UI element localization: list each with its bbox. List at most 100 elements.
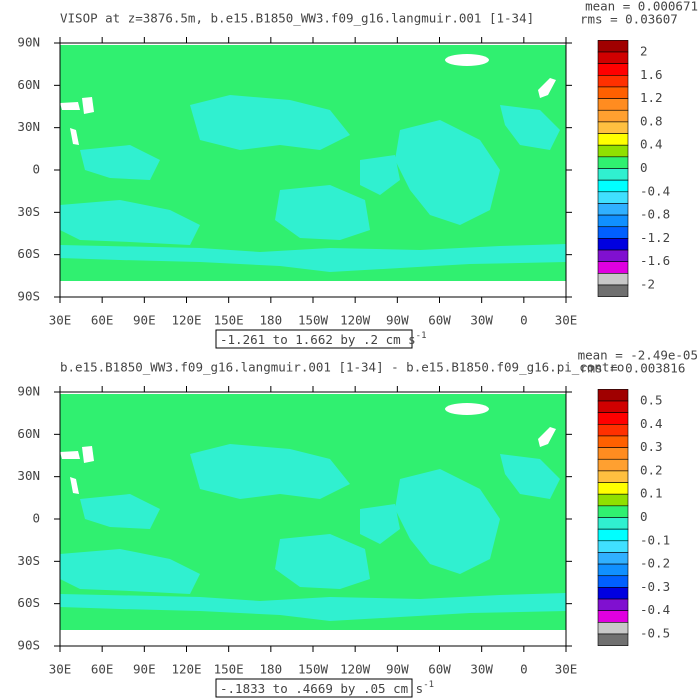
range-frame — [215, 329, 413, 349]
colorbar-box — [597, 552, 629, 565]
colorbar-box — [597, 273, 629, 286]
lon-label: 0 — [520, 313, 528, 328]
lat-label: 60N — [17, 77, 40, 92]
colorbar-label: -0.4 — [640, 602, 670, 617]
colorbar-box — [597, 622, 629, 635]
colorbar-label: 1.6 — [640, 67, 663, 82]
colorbar-box — [597, 517, 629, 530]
colorbar-box — [597, 470, 629, 483]
range-frame — [215, 678, 413, 698]
rms-label: rms = 0.03607 — [580, 12, 678, 27]
lon-label: 0 — [520, 662, 528, 677]
colorbar-box — [597, 400, 629, 413]
colorbar-box — [597, 412, 629, 425]
colorbar-box — [597, 575, 629, 588]
lon-label: 60E — [91, 662, 114, 677]
lon-label: 150W — [298, 662, 329, 677]
lon-label: 90E — [133, 662, 156, 677]
colorbar-label: 0.5 — [640, 393, 663, 408]
lat-label: 90S — [17, 289, 40, 304]
colorbar-box — [597, 528, 629, 542]
colorbar-box — [597, 482, 629, 495]
colorbar-label: 0.4 — [640, 416, 663, 431]
lon-label: 60W — [428, 313, 451, 328]
lon-label: 180 — [260, 313, 283, 328]
colorbar-label: -0.2 — [640, 556, 670, 571]
lat-label: 0 — [32, 511, 40, 526]
colorbar-label: -1.6 — [640, 253, 670, 268]
range-box: -1.261 to 1.662 by .2 cm s-1 — [215, 329, 427, 349]
colorbar-label: 0.8 — [640, 113, 663, 128]
colorbar-label: -0.4 — [640, 183, 670, 198]
colorbar-box — [597, 435, 629, 448]
lon-label: 150E — [214, 662, 244, 677]
colorbar-box — [597, 505, 629, 518]
range-text: -1.261 to 1.662 by .2 cm s — [220, 332, 416, 347]
colorbar-box — [597, 121, 629, 134]
colorbar-label: 2 — [640, 44, 648, 59]
lon-label: 30W — [470, 662, 493, 677]
colorbar-label: 0.3 — [640, 439, 663, 454]
range-label: -1.261 to 1.662 by .2 cm s-1 — [220, 331, 427, 347]
lat-label: 30S — [17, 553, 40, 568]
range-exponent: -1 — [416, 331, 427, 341]
colorbar-label: 0 — [640, 509, 648, 524]
lon-label: 120W — [340, 662, 371, 677]
colorbar-label: 0.4 — [640, 137, 663, 152]
colorbar-box — [597, 423, 629, 437]
colorbar-box — [597, 249, 629, 263]
colorbar-label: -0.3 — [640, 579, 670, 594]
colorbar-box — [597, 587, 629, 600]
colorbar-box — [597, 598, 629, 611]
lon-label: 150W — [298, 313, 329, 328]
colorbar-label: -0.5 — [640, 626, 670, 641]
colorbar-box — [597, 226, 629, 239]
lat-label: 30S — [17, 204, 40, 219]
lon-label: 60E — [91, 313, 114, 328]
range-box: -.1833 to .4669 by .05 cm s-1 — [215, 678, 434, 698]
panels: VISOP at z=3876.5m, b.e15.B1850_WW3.f09_… — [17, 0, 698, 698]
range-label: -.1833 to .4669 by .05 cm s-1 — [220, 680, 434, 696]
colorbar-box — [597, 156, 629, 169]
colorbar-label: -2 — [640, 277, 655, 292]
lat-label: 0 — [32, 162, 40, 177]
colorbar-box — [597, 51, 629, 64]
lat-label: 90N — [17, 384, 40, 399]
lat-label: 90N — [17, 35, 40, 50]
lat-label: 30N — [17, 119, 40, 134]
lon-label: 30W — [470, 313, 493, 328]
lon-label: 30E — [49, 313, 72, 328]
colorbar-label: 0.2 — [640, 462, 663, 477]
panel-title: b.e15.B1850_WW3.f09_g16.langmuir.001 [1-… — [60, 360, 624, 375]
colorbar-box — [597, 458, 629, 472]
range-exponent: -1 — [423, 680, 434, 690]
lat-label: 90S — [17, 638, 40, 653]
colorbar-box — [597, 98, 629, 111]
lon-label: 150E — [214, 313, 244, 328]
colorbar-label: -0.1 — [640, 532, 670, 547]
colorbar-box — [597, 610, 629, 623]
lon-label: 120W — [340, 313, 371, 328]
lat-label: 60N — [17, 426, 40, 441]
lat-label: 30N — [17, 468, 40, 483]
colorbar-box — [597, 540, 629, 553]
colorbar-box — [597, 563, 629, 577]
colorbar-label: -0.8 — [640, 207, 670, 222]
colorbar-label: 0 — [640, 160, 648, 175]
colorbar-box — [597, 133, 629, 146]
lon-label: 120E — [171, 662, 201, 677]
map-field — [60, 45, 566, 281]
colorbar-box — [597, 284, 629, 297]
colorbar-box — [597, 63, 629, 76]
colorbar-box — [597, 447, 629, 460]
lon-label: 90W — [386, 662, 409, 677]
colorbar-box — [597, 109, 629, 123]
rms-label: rms = 0.003816 — [580, 361, 685, 376]
lat-label: 60S — [17, 595, 40, 610]
colorbar-box — [597, 203, 629, 216]
lon-label: 30E — [555, 662, 578, 677]
lon-label: 90E — [133, 313, 156, 328]
mean-label: mean = -2.49e-05 — [578, 348, 698, 363]
lon-label: 120E — [171, 313, 201, 328]
